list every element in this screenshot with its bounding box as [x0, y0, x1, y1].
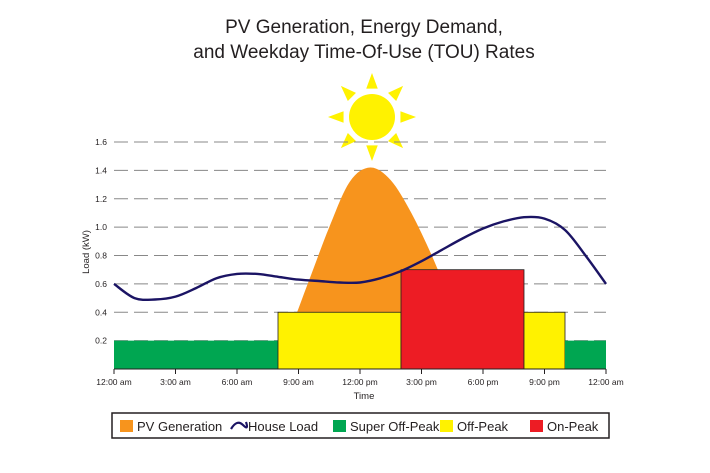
x-tick-label: 12:00 am	[588, 377, 623, 387]
sun-ray	[388, 85, 404, 101]
legend-swatch-super-off-peak	[333, 420, 346, 432]
legend: PV Generation House Load Super Off-Peak Off…	[111, 412, 610, 439]
legend-line-house-load	[230, 421, 249, 430]
y-tick-label: 1.0	[95, 222, 107, 232]
x-tick-label: 6:00 am	[222, 377, 253, 387]
sun-ray	[340, 85, 356, 101]
y-tick-label: 1.6	[95, 137, 107, 147]
legend-label-pv-generation: PV Generation	[137, 419, 222, 434]
tou-rate-bars	[114, 269, 606, 370]
chart-title-line-1: PV Generation, Energy Demand,	[225, 17, 503, 38]
y-axis-title: Load (kW)	[81, 230, 92, 274]
x-tick-label: 3:00 pm	[406, 377, 437, 387]
sun-icon	[328, 73, 416, 161]
house-load-line	[113, 215, 607, 302]
legend-swatch-pv-generation	[120, 420, 133, 432]
x-axis-title: Time	[354, 391, 375, 402]
sun-ray	[366, 145, 378, 161]
y-tick-label: 0.6	[95, 279, 107, 289]
tou-bar-super-off-peak	[114, 340, 278, 369]
tou-bar-off-peak	[277, 311, 402, 370]
x-tick-labels: 12:00 am 3:00 am 6:00 am 9:00 am 12:00 pm 3:0…	[96, 377, 623, 387]
y-tick-label: 0.8	[95, 251, 107, 261]
tou-bar-super-off-peak	[565, 340, 606, 369]
legend-swatch-on-peak	[530, 420, 543, 432]
sun-ray	[366, 73, 378, 89]
tou-bar-off-peak	[523, 311, 566, 370]
legend-label-house-load: House Load	[248, 419, 318, 434]
x-tick-label: 12:00 pm	[342, 377, 377, 387]
x-tick-label: 3:00 am	[160, 377, 191, 387]
y-tick-labels: 0.2 0.4 0.6 0.8 1.0 1.2 1.4 1.6	[95, 137, 107, 346]
y-tick-label: 0.4	[95, 307, 107, 317]
house-load-line-path	[113, 215, 607, 302]
legend-swatch-off-peak	[440, 420, 453, 432]
x-tick-label: 12:00 am	[96, 377, 131, 387]
sun-ray	[328, 111, 344, 123]
y-tick-label: 1.2	[95, 194, 107, 204]
x-tick-label: 9:00 pm	[529, 377, 560, 387]
x-tick-label: 6:00 pm	[468, 377, 499, 387]
sun-ray	[340, 133, 356, 149]
axes	[113, 368, 607, 374]
tou-bar-on-peak	[400, 269, 525, 370]
y-tick-label: 1.4	[95, 165, 107, 175]
legend-label-super-off-peak: Super Off-Peak	[350, 419, 440, 434]
legend-label-on-peak: On-Peak	[547, 419, 599, 434]
chart-title-line-2: and Weekday Time-Of-Use (TOU) Rates	[193, 42, 534, 63]
legend-frame	[111, 412, 610, 439]
sun-disc	[349, 94, 395, 140]
sun-ray	[388, 133, 404, 149]
sun-ray	[400, 111, 416, 123]
legend-label-off-peak: Off-Peak	[457, 419, 509, 434]
y-tick-label: 0.2	[95, 336, 107, 346]
x-tick-label: 9:00 am	[283, 377, 314, 387]
